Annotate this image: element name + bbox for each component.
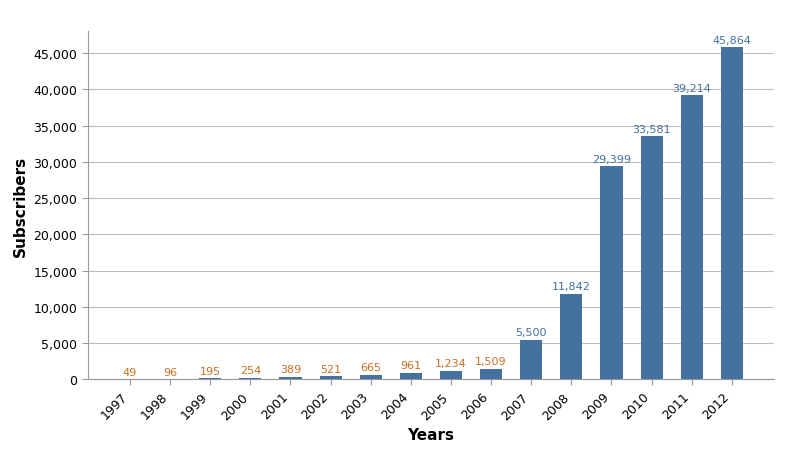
- Text: 29,399: 29,399: [592, 155, 631, 165]
- Text: 195: 195: [200, 366, 221, 376]
- Text: 1,509: 1,509: [476, 357, 507, 367]
- Bar: [200, 378, 221, 380]
- Bar: [681, 96, 703, 380]
- Y-axis label: Subscribers: Subscribers: [13, 156, 28, 257]
- Text: 389: 389: [280, 365, 301, 375]
- Text: 961: 961: [401, 361, 421, 370]
- Bar: [480, 369, 502, 380]
- Bar: [239, 378, 262, 380]
- Text: 39,214: 39,214: [672, 84, 711, 94]
- Text: 45,864: 45,864: [713, 36, 751, 46]
- Text: 11,842: 11,842: [552, 282, 591, 292]
- Text: 254: 254: [239, 366, 261, 375]
- Bar: [641, 137, 662, 380]
- X-axis label: Years: Years: [408, 427, 454, 442]
- Bar: [279, 377, 302, 380]
- Bar: [560, 294, 583, 380]
- Text: 1,234: 1,234: [435, 358, 467, 369]
- Text: 5,500: 5,500: [516, 328, 547, 338]
- Bar: [159, 379, 181, 380]
- Bar: [400, 373, 422, 380]
- Text: 521: 521: [320, 364, 342, 374]
- Bar: [520, 340, 543, 380]
- Bar: [600, 167, 622, 380]
- Text: 665: 665: [360, 363, 381, 373]
- Bar: [360, 375, 381, 380]
- Bar: [721, 48, 743, 380]
- Text: 49: 49: [123, 367, 137, 377]
- Bar: [440, 371, 462, 380]
- Text: 33,581: 33,581: [632, 125, 671, 135]
- Text: 96: 96: [163, 367, 177, 377]
- Bar: [319, 376, 342, 380]
